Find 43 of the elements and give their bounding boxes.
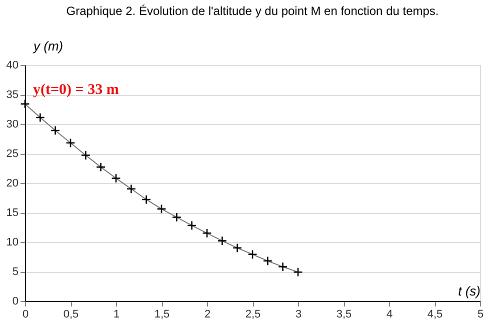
point — [172, 212, 182, 222]
y-axis-title: y (m) — [32, 38, 64, 54]
point — [50, 126, 60, 136]
y-tick-label: 30 — [6, 118, 18, 130]
y-tick-label: 25 — [6, 148, 18, 160]
x-tick-label: 0 — [22, 308, 29, 320]
x-tick-label: 4,5 — [427, 308, 443, 320]
point — [293, 267, 303, 277]
y-tick-label: 35 — [6, 89, 18, 101]
x-tick-label: 0,5 — [63, 308, 79, 320]
point — [248, 250, 258, 260]
point — [262, 256, 273, 266]
point — [141, 194, 152, 204]
chart-title: Graphique 2. Évolution de l'altitude y du point M en fonction du temps. — [66, 4, 439, 18]
y-tick-label: 5 — [12, 266, 18, 278]
x-tick-label: 4 — [386, 308, 393, 320]
annotation: y(t=0) = 33 m — [33, 82, 120, 98]
x-tick-label: 3,5 — [336, 308, 352, 320]
x-tick-label: 2 — [204, 308, 211, 320]
point — [217, 236, 228, 246]
x-tick-label: 1 — [113, 308, 120, 320]
point — [232, 243, 242, 253]
point — [278, 262, 288, 272]
y-tick-label: 20 — [6, 178, 18, 190]
point — [35, 112, 46, 122]
point — [80, 150, 91, 160]
point — [96, 162, 106, 172]
point — [126, 184, 136, 194]
point — [111, 173, 121, 184]
point — [202, 228, 212, 238]
y-tick-label: 15 — [6, 207, 18, 219]
x-tick-label: 1,5 — [154, 308, 170, 320]
x-axis-title: t (s) — [458, 284, 480, 298]
point — [156, 204, 166, 214]
x-tick-label: 2,5 — [245, 308, 261, 320]
y-tick-label: 0 — [12, 296, 18, 308]
y-tick-label: 10 — [6, 236, 18, 248]
y-tick-label: 40 — [6, 60, 18, 72]
x-tick-label: 5 — [477, 308, 484, 320]
point — [66, 138, 76, 148]
x-tick-label: 3 — [295, 308, 302, 320]
point — [186, 220, 197, 230]
point — [20, 99, 30, 109]
